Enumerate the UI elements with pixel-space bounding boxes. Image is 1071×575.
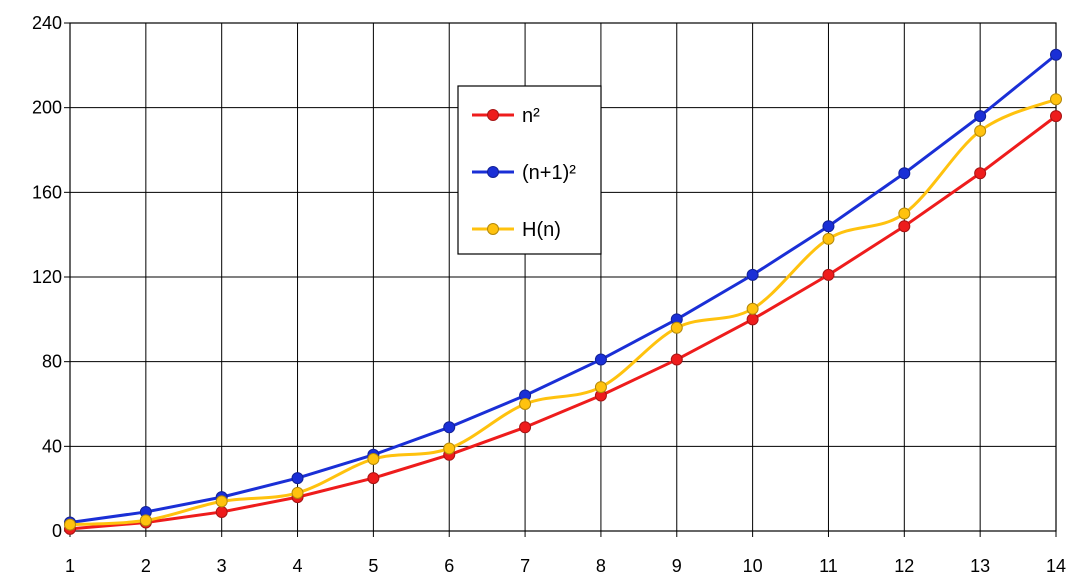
x-tick-label: 13 — [970, 556, 990, 575]
data-point — [898, 167, 911, 180]
data-point — [822, 232, 835, 245]
data-point — [974, 124, 987, 137]
data-point — [367, 472, 380, 485]
series-group — [64, 48, 1062, 535]
data-point — [670, 321, 683, 334]
y-tick-label: 0 — [52, 521, 62, 541]
x-tick-label: 5 — [368, 556, 378, 575]
data-point — [291, 472, 304, 485]
legend-label: H(n) — [522, 219, 561, 241]
data-point — [822, 268, 835, 281]
legend: n² (n+1)² H(n) — [457, 85, 602, 255]
data-point — [443, 442, 456, 455]
data-point — [291, 486, 304, 499]
y-tick-label: 80 — [42, 352, 62, 372]
x-tick-label: 8 — [596, 556, 606, 575]
x-tick-label: 12 — [894, 556, 914, 575]
plot-border — [69, 22, 1057, 532]
data-point — [139, 514, 152, 527]
data-point — [594, 353, 607, 366]
y-tick-label: 40 — [42, 436, 62, 456]
data-point — [519, 421, 532, 434]
legend-swatch-marker — [487, 223, 499, 235]
y-tick-label: 200 — [32, 98, 62, 118]
x-tick-label: 7 — [520, 556, 530, 575]
data-point — [367, 453, 380, 466]
data-point — [519, 398, 532, 410]
x-tick-label: 4 — [293, 556, 303, 575]
x-tick-label: 11 — [819, 556, 838, 575]
x-tick-label: 2 — [141, 556, 151, 575]
data-point — [746, 302, 759, 315]
data-point — [746, 313, 759, 326]
data-point — [215, 505, 228, 518]
data-point — [594, 381, 607, 394]
y-tick-label: 240 — [32, 13, 62, 33]
data-point — [1050, 110, 1062, 123]
data-point — [974, 167, 987, 180]
data-point — [974, 110, 987, 123]
x-tick-label: 9 — [672, 556, 682, 575]
y-tick-label: 120 — [32, 267, 62, 287]
legend-label: n² — [522, 105, 540, 127]
y-tick-label: 160 — [32, 182, 62, 202]
series-line — [69, 114, 1057, 531]
series-line — [69, 53, 1057, 525]
data-point — [1050, 48, 1062, 61]
legend-swatch-marker — [487, 166, 499, 178]
legend-swatch-marker — [487, 109, 499, 121]
x-tick-label: 10 — [743, 556, 763, 575]
data-point — [898, 207, 911, 220]
data-point — [1050, 93, 1062, 106]
legend-label: (n+1)² — [522, 162, 576, 184]
data-point — [746, 268, 759, 281]
data-point — [443, 421, 456, 434]
x-tick-label: 14 — [1046, 556, 1066, 575]
data-point — [822, 220, 835, 233]
data-point — [215, 495, 228, 508]
data-point — [670, 353, 683, 366]
x-tick-label: 3 — [217, 556, 227, 575]
x-tick-label: 6 — [444, 556, 454, 575]
data-point — [898, 220, 911, 233]
x-tick-label: 1 — [65, 556, 75, 575]
data-point — [64, 518, 76, 531]
